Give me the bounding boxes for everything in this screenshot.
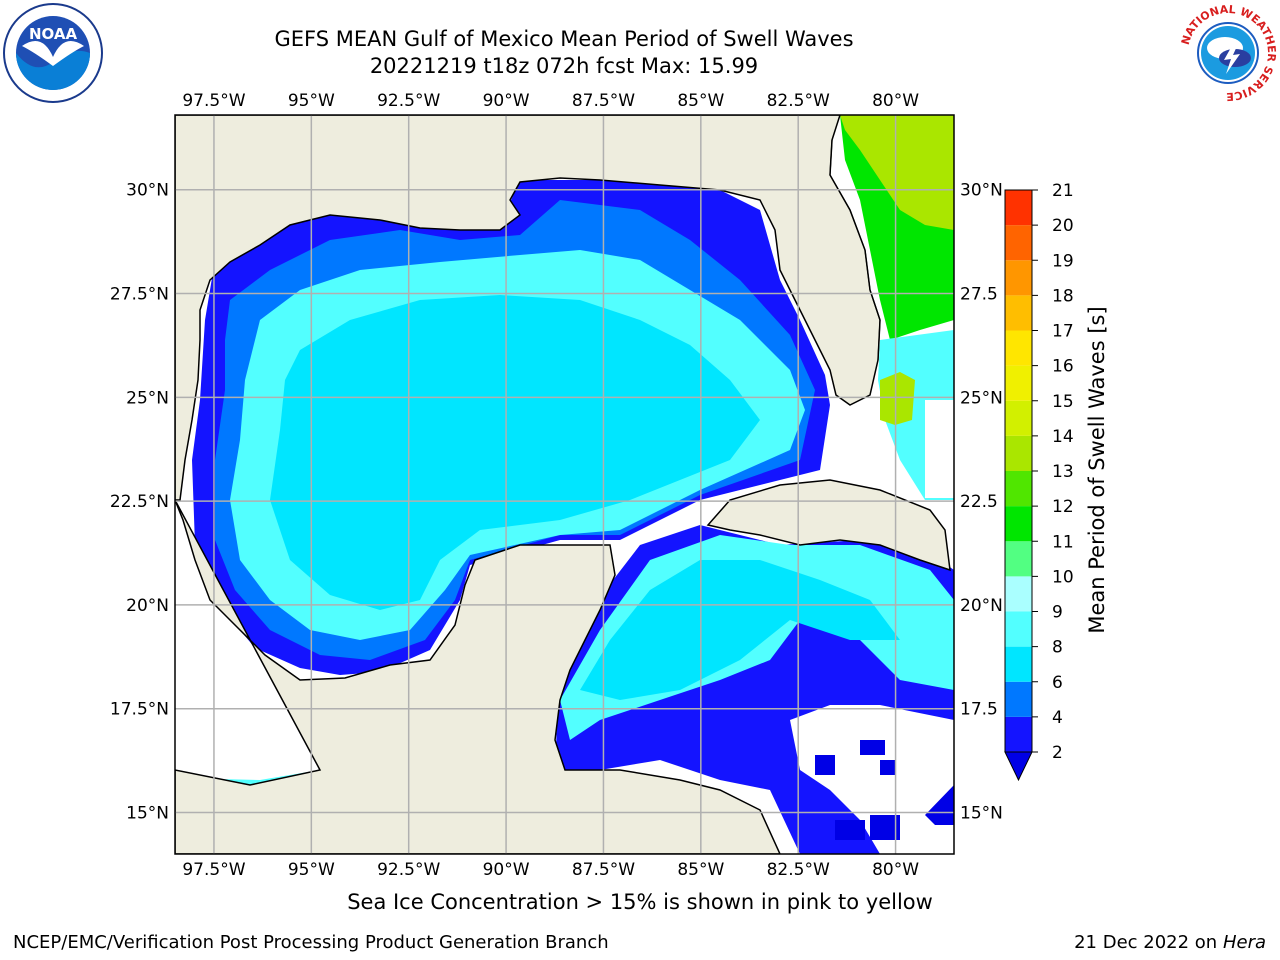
lat-tick-label-right: 25°N [960,388,1003,408]
lon-tick-label-top: 87.5°W [572,91,635,111]
lon-tick-label-top: 92.5°W [377,91,440,111]
lon-tick-label-top: 90°W [483,91,530,111]
map-frame [174,114,955,855]
lat-tick-label-left: 22.5°N [110,492,169,512]
date-stamp: 21 Dec 2022 on Hera [1074,932,1266,953]
colorbar-tick-label: 19 [1052,251,1074,271]
lat-tick-label-right: 15°N [960,803,1003,823]
lon-tick-label-bottom: 82.5°W [767,860,830,880]
colorbar-tick-label: 15 [1052,392,1074,412]
colorbar-tick-label: 13 [1052,462,1074,482]
colorbar-tick-label: 14 [1052,427,1074,447]
lon-tick-label-top: 85°W [677,91,724,111]
colorbar-extend-min [1004,751,1033,782]
gulf-basin-core [270,295,760,610]
noaa-logo: NOAA [3,3,103,103]
lat-tick-label-right: 20°N [960,596,1003,616]
lon-tick-label-bottom: 97.5°W [182,860,245,880]
national-weather-service-logo: NATIONAL WEATHER SERVICE [1179,3,1278,103]
colorbar-tick-label: 12 [1052,497,1074,517]
lon-tick-label-top: 97.5°W [182,91,245,111]
svg-text:NOAA: NOAA [29,25,78,43]
colorbar-segment [1005,716,1032,752]
no-data-patch-caribbean [790,705,954,854]
no-data-bahamas [925,400,954,498]
colorbar-segment [1005,506,1032,542]
lat-tick-label-left: 27.5°N [110,285,169,305]
colorbar: 2 4 6 8 9 10 11 12 13 14 15 16 17 18 19 20 21 [1004,181,1074,782]
colorbar-segment [1005,576,1032,612]
colorbar-segment [1005,260,1032,296]
lat-tick-label-left: 17.5°N [110,700,169,720]
colorbar-segment [1005,681,1032,717]
lat-tick-label-left: 30°N [126,181,169,201]
colorbar-segment [1005,330,1032,366]
colorbar-tick-label: 18 [1052,286,1074,306]
land-florida-peninsula-edge [829,139,881,361]
colorbar-segment [1005,611,1032,647]
land-cuba [706,479,951,572]
colorbar-tick-label: 20 [1052,216,1074,236]
colorbar-tick-label: 17 [1052,322,1074,342]
colorbar-segment [1005,471,1032,507]
colorbar-tick-label: 4 [1052,708,1063,728]
credit-text: NCEP/EMC/Verification Post Processing Pr… [13,932,609,953]
lon-tick-label-top: 80°W [872,91,919,111]
sea-ice-note: Sea Ice Concentration > 15% is shown in … [347,890,933,914]
lon-tick-label-bottom: 80°W [872,860,919,880]
lat-tick-label-left: 15°N [126,803,169,823]
bahamas-green-patch [880,372,915,425]
land-mexico [175,499,781,854]
colorbar-tick-label: 6 [1052,673,1063,693]
atlantic-florida-yellowgreen [840,115,954,230]
lon-tick-label-bottom: 92.5°W [377,860,440,880]
colorbar-segment [1005,541,1032,577]
lon-tick-label-top: 95°W [288,91,335,111]
colorbar-tick-label: 21 [1052,181,1074,201]
lat-tick-label-left: 25°N [126,388,169,408]
map-gridlines [175,115,954,854]
colorbar-label: Mean Period of Swell Waves [s] [1085,306,1109,633]
map-subtitle: 20221219 t18z 072h fcst Max: 15.99 [369,54,759,78]
lon-tick-label-top: 82.5°W [767,91,830,111]
colorbar-segment [1005,400,1032,436]
lon-tick-label-bottom: 95°W [288,860,335,880]
date-text: 21 Dec 2022 on [1074,932,1218,953]
map-title: GEFS MEAN Gulf of Mexico Mean Period of … [274,27,854,51]
lon-tick-label-bottom: 85°W [677,860,724,880]
machine-name: Hera [1222,932,1266,953]
colorbar-segment [1005,225,1032,261]
colorbar-tick-label: 11 [1052,532,1074,552]
lat-tick-label-right: 30°N [960,181,1003,201]
colorbar-tick-label: 10 [1052,567,1074,587]
lat-tick-label-left: 20°N [126,596,169,616]
colorbar-segment [1005,190,1032,226]
colorbar-segment [1005,435,1032,471]
lat-tick-label-right: 27.5 [960,285,998,305]
colorbar-segment [1005,365,1032,401]
lon-tick-label-bottom: 87.5°W [572,860,635,880]
lat-tick-label-right: 17.5 [960,700,998,720]
colorbar-tick-label: 2 [1052,743,1063,763]
caribbean-basin-core [580,560,900,700]
colorbar-tick-label: 8 [1052,638,1063,658]
latitude-labels-right: 30°N 27.5 25°N 22.5 20°N 17.5 15°N [960,181,1003,824]
longitude-labels-bottom: 97.5°W 95°W 92.5°W 90°W 87.5°W 85°W 82.5°W 80°W [182,860,919,880]
colorbar-segment [1005,295,1032,331]
latitude-labels-left: 30°N 27.5°N 25°N 22.5°N 20°N 17.5°N 15°N [110,181,169,824]
colorbar-tick-label: 9 [1052,603,1063,623]
longitude-labels-top: 97.5°W 95°W 92.5°W 90°W 87.5°W 85°W 82.5°W 80°W [182,91,919,111]
lat-tick-label-right: 22.5 [960,492,998,512]
lon-tick-label-bottom: 90°W [483,860,530,880]
colorbar-segment [1005,646,1032,682]
colorbar-tick-label: 16 [1052,357,1074,377]
